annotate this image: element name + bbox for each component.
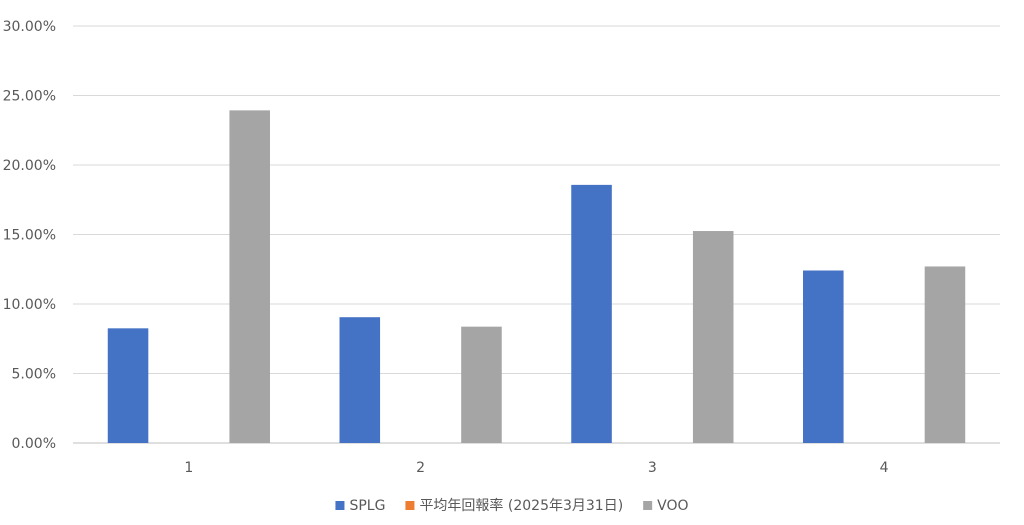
bar-series-2-cat-3 [924, 266, 966, 443]
legend-item: VOO [643, 498, 689, 514]
bar-series-2-cat-0 [229, 110, 270, 444]
x-tick-label: 4 [880, 460, 889, 476]
y-tick-label: 25.00% [3, 89, 56, 105]
x-axis-ticks: 1 2 3 4 [184, 460, 888, 476]
bars [107, 110, 966, 444]
bar-series-2-cat-2 [692, 231, 734, 443]
y-tick-label: 10.00% [3, 297, 56, 313]
legend: SPLG 平均年回報率 (2025年3月31日) VOO [335, 497, 689, 514]
y-tick-label: 30.00% [3, 19, 56, 35]
bar-series-0-cat-1 [339, 317, 381, 443]
legend-item: 平均年回報率 (2025年3月31日) [405, 497, 623, 514]
y-tick-label: 5.00% [12, 367, 56, 383]
legend-swatch [643, 501, 653, 510]
y-axis-ticks: 0.00% 5.00% 10.00% 15.00% 20.00% 25.00% 30.00% [3, 19, 56, 452]
legend-label: VOO [657, 498, 688, 514]
bar-series-0-cat-2 [571, 184, 612, 443]
bar-series-2-cat-1 [461, 326, 502, 443]
x-tick-label: 2 [416, 460, 425, 476]
x-tick-label: 3 [648, 460, 657, 476]
bar-series-0-cat-3 [803, 270, 844, 443]
legend-swatch [335, 501, 345, 510]
y-tick-label: 0.00% [12, 436, 56, 452]
legend-item: SPLG [335, 498, 385, 514]
legend-label: 平均年回報率 (2025年3月31日) [419, 497, 623, 514]
bar-series-0-cat-0 [107, 328, 149, 443]
gridlines [73, 25, 1000, 444]
legend-label: SPLG [349, 498, 385, 514]
y-tick-label: 20.00% [3, 158, 56, 174]
x-tick-label: 1 [184, 460, 193, 476]
legend-swatch [405, 501, 415, 510]
y-tick-label: 15.00% [3, 228, 56, 244]
